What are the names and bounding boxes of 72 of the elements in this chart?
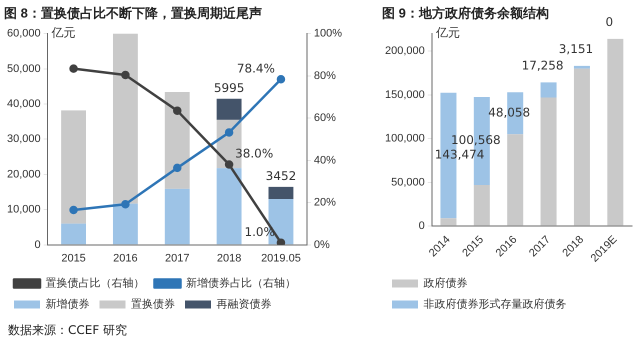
- y-tick-label: 100,000: [384, 132, 425, 145]
- point: [276, 74, 286, 84]
- data-label: 38.0%: [235, 146, 274, 161]
- y-tick-label: 60,000: [6, 28, 41, 40]
- legend-label: 政府债券: [424, 276, 468, 290]
- data-label: 78.4%: [236, 61, 275, 76]
- bar: [574, 66, 590, 69]
- bar: [216, 98, 242, 120]
- bar: [164, 92, 190, 189]
- data-label: 143,474: [434, 148, 484, 162]
- data-label: 100,568: [451, 133, 501, 148]
- legend-label: 新增债券: [46, 298, 90, 311]
- y-axis-title: 亿元: [434, 26, 460, 40]
- y-tick-label: 0: [34, 238, 41, 251]
- y-axis-title: 亿元: [50, 26, 76, 40]
- y-tick-label: 40,000: [6, 98, 41, 110]
- bar: [268, 186, 294, 200]
- point: [69, 206, 78, 214]
- legend-label: 置换债券: [131, 298, 175, 311]
- y-tick-label: 0: [418, 220, 425, 232]
- y-tick-label: 30,000: [6, 133, 41, 146]
- data-label: 3452: [266, 169, 296, 184]
- chart-title: 图 9：地方政府债务余额结构: [382, 5, 549, 20]
- legend-label: 置换债占比（右轴）: [46, 276, 144, 290]
- point: [173, 106, 182, 115]
- point: [276, 238, 286, 245]
- bar: [507, 134, 524, 226]
- bar: [112, 204, 138, 244]
- bar: [112, 34, 138, 204]
- x-tick-label: 2016: [113, 252, 138, 264]
- bar: [607, 38, 624, 226]
- data-label: 5995: [214, 80, 244, 95]
- bar: [61, 110, 86, 224]
- x-tick-label: 2017: [165, 252, 190, 264]
- y-tick-label: 150,000: [384, 88, 425, 101]
- point: [121, 200, 130, 208]
- y-tick-label: 200,000: [384, 45, 425, 58]
- bar: [61, 224, 86, 244]
- y2-tick-label: 80%: [314, 70, 336, 82]
- point: [224, 160, 234, 169]
- bar: [540, 82, 557, 98]
- bar: [540, 98, 557, 226]
- data-label: 48,058: [488, 105, 530, 120]
- y-tick-label: 10,000: [6, 204, 41, 216]
- y2-tick-label: 60%: [314, 112, 336, 124]
- point: [121, 70, 130, 80]
- bar: [440, 218, 456, 226]
- legend-label: 再融资债券: [216, 298, 272, 311]
- point: [224, 128, 234, 137]
- y2-tick-label: 100%: [314, 28, 342, 40]
- bar: [474, 185, 490, 226]
- data-label: 17,258: [522, 58, 564, 73]
- y-tick-label: 50,000: [391, 176, 425, 188]
- chart-title: 图 8：置换债占比不断下降，置换周期近尾声: [4, 5, 262, 20]
- bar: [216, 168, 242, 244]
- y-tick-label: 20,000: [6, 168, 41, 180]
- data-label: 3,151: [558, 42, 594, 56]
- point: [173, 164, 182, 172]
- source-note: 数据来源：CCEF 研究: [8, 322, 128, 339]
- y2-tick-label: 0%: [314, 238, 330, 251]
- legend-label: 新增债券占比（右轴）: [186, 276, 296, 290]
- data-label: 0: [605, 14, 614, 29]
- y2-tick-label: 20%: [314, 196, 336, 209]
- legend-label: 非政府债券形式存量政府债务: [424, 298, 566, 311]
- x-tick-label: 2015: [61, 252, 86, 264]
- y-tick-label: 50,000: [6, 62, 41, 75]
- point: [69, 64, 78, 73]
- x-tick-label: 2019.05: [261, 252, 301, 264]
- bar: [574, 68, 590, 226]
- y2-tick-label: 40%: [314, 154, 336, 166]
- x-tick-label: 2018: [216, 252, 242, 264]
- bar: [164, 188, 190, 244]
